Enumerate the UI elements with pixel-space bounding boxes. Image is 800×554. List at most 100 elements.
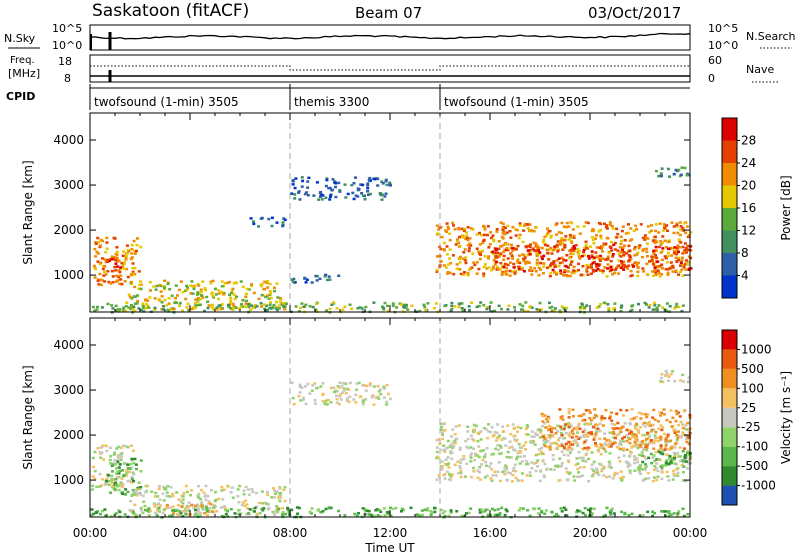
data-cell	[675, 412, 679, 416]
data-cell	[681, 459, 685, 463]
data-cell	[599, 453, 603, 456]
data-cell	[616, 232, 620, 236]
data-cell	[508, 274, 512, 277]
data-cell	[524, 222, 527, 226]
data-cell	[590, 474, 594, 478]
data-cell	[553, 245, 557, 248]
data-cell	[435, 450, 439, 454]
data-cell	[439, 425, 443, 429]
data-cell	[641, 267, 645, 270]
data-cell	[525, 424, 529, 427]
data-cell	[123, 513, 127, 516]
data-cell	[141, 494, 145, 498]
data-cell	[185, 288, 189, 291]
data-cell	[298, 306, 302, 310]
data-cell	[380, 180, 384, 183]
data-cell	[385, 511, 389, 514]
data-cell	[540, 509, 544, 513]
data-cell	[312, 194, 316, 197]
data-cell	[554, 464, 558, 468]
data-cell	[120, 469, 124, 472]
data-cell	[220, 285, 224, 288]
data-cell	[503, 470, 507, 473]
data-cell	[144, 307, 148, 310]
data-cell	[609, 411, 613, 414]
data-cell	[590, 250, 594, 253]
data-cell	[562, 225, 566, 228]
data-cell	[448, 232, 452, 235]
data-cell	[391, 302, 395, 305]
data-cell	[128, 462, 132, 466]
data-cell	[263, 307, 267, 310]
data-cell	[172, 508, 176, 512]
data-cell	[284, 302, 288, 305]
data-cell	[658, 264, 662, 268]
data-cell	[662, 413, 666, 416]
data-cell	[275, 505, 279, 508]
data-cell	[376, 395, 380, 399]
data-cell	[217, 304, 221, 308]
data-cell	[110, 255, 114, 258]
data-cell	[106, 473, 110, 477]
data-cell	[661, 464, 665, 467]
data-cell	[226, 281, 230, 285]
data-cell	[598, 259, 602, 262]
data-cell	[599, 463, 603, 466]
data-cell	[654, 245, 658, 249]
data-cell	[562, 274, 566, 277]
data-cell	[443, 450, 447, 453]
data-cell	[558, 408, 562, 411]
data-cell	[607, 445, 611, 449]
data-cell	[124, 258, 128, 261]
data-cell	[568, 431, 572, 434]
data-cell	[118, 270, 122, 274]
data-cell	[493, 256, 497, 260]
data-cell	[528, 245, 532, 249]
data-cell	[642, 447, 646, 450]
colorbar-swatch	[722, 140, 737, 163]
data-cell	[677, 258, 680, 262]
data-cell	[131, 272, 135, 275]
data-cell	[453, 463, 457, 466]
data-cell	[667, 240, 671, 244]
data-cell	[655, 308, 659, 312]
data-cell	[445, 470, 449, 473]
data-cell	[514, 476, 518, 480]
data-cell	[583, 306, 587, 309]
data-cell	[582, 413, 586, 416]
data-cell	[596, 423, 600, 427]
data-cell	[157, 485, 161, 488]
data-cell	[122, 306, 126, 309]
data-cell	[608, 452, 612, 455]
data-cell	[610, 224, 614, 228]
data-cell	[473, 458, 477, 462]
data-cell	[281, 506, 285, 510]
data-cell	[535, 249, 538, 252]
data-cell	[220, 303, 224, 306]
data-cell	[539, 429, 543, 432]
data-cell	[615, 445, 619, 449]
data-cell	[469, 301, 473, 304]
data-cell	[270, 216, 274, 220]
data-cell	[381, 182, 385, 185]
data-cell	[153, 308, 157, 311]
data-cell	[103, 508, 107, 511]
data-cell	[589, 245, 592, 248]
data-cell	[321, 194, 325, 197]
data-cell	[94, 242, 98, 246]
data-cell	[298, 198, 302, 201]
data-cell	[471, 437, 475, 441]
data-cell	[275, 507, 279, 510]
data-cell	[237, 501, 241, 504]
data-cell	[303, 276, 307, 280]
data-cell	[628, 255, 632, 258]
data-cell	[122, 262, 126, 266]
data-cell	[568, 423, 572, 426]
data-cell	[532, 230, 536, 233]
data-cell	[642, 478, 645, 482]
data-cell	[447, 462, 451, 465]
data-cell	[230, 291, 233, 295]
data-cell	[331, 301, 335, 304]
data-cell	[569, 236, 573, 239]
